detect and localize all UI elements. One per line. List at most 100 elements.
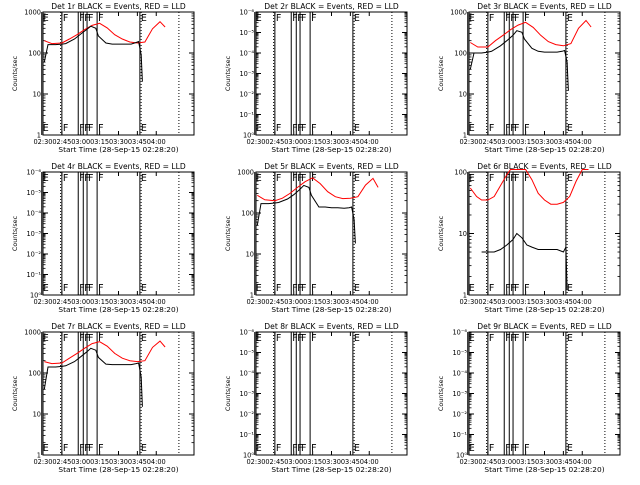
y-axis-label: Counts/sec xyxy=(224,55,232,91)
y-tick-label: 1 xyxy=(37,452,41,460)
x-tick-label: 02:30 xyxy=(459,298,478,306)
y-tick-label: 10⁻³ xyxy=(26,230,41,238)
events-rate-line xyxy=(43,25,143,82)
flag-label-top: E xyxy=(469,13,475,24)
y-tick-label: 1 xyxy=(463,292,467,300)
y-axis-label: Counts/sec xyxy=(224,215,232,251)
plot-frame xyxy=(255,171,408,296)
x-tick-label: 04:00 xyxy=(573,298,592,306)
x-tick-label: 02:30 xyxy=(459,458,478,466)
x-axis-label: Start Time (28-Sep-15 02:28:20) xyxy=(484,145,604,154)
x-tick-label: 03:45 xyxy=(554,138,573,146)
y-tick-label: 10⁻⁵ xyxy=(26,189,41,197)
flag-label-bottom: F xyxy=(514,283,519,294)
x-tick-label: 03:00 xyxy=(284,298,303,306)
lld-rate-line xyxy=(257,177,379,202)
y-tick-label: 1 xyxy=(37,132,41,140)
flag-label-top: F xyxy=(489,13,494,24)
flag-label-top: E xyxy=(567,13,573,24)
y-axis-label: Counts/sec xyxy=(224,375,232,411)
y-tick-label: 10⁻¹ xyxy=(452,431,467,439)
y-tick-label: 10⁻⁴ xyxy=(239,370,254,378)
x-axis-label: Start Time (28-Sep-15 02:28:20) xyxy=(58,145,178,154)
panel-title: Det 1r BLACK = Events, RED = LLD xyxy=(51,2,186,11)
flag-label-bottom: F xyxy=(524,443,529,454)
flag-label-bottom: F xyxy=(514,123,519,134)
y-tick-label: 100 xyxy=(241,210,254,218)
plot-frame xyxy=(255,11,408,136)
y-tick-label: 10⁻¹ xyxy=(239,431,254,439)
flag-label-top: E xyxy=(43,333,49,344)
y-tick-label: 10⁻⁶ xyxy=(239,329,254,337)
flag-label-bottom: F xyxy=(524,283,529,294)
y-tick-label: 10⁻⁵ xyxy=(452,349,467,357)
flag-label-top: F xyxy=(98,333,103,344)
lld-rate-line xyxy=(470,19,592,48)
flag-label-bottom: F xyxy=(79,123,84,134)
y-tick-label: 10⁻¹ xyxy=(239,111,254,119)
x-tick-label: 03:45 xyxy=(128,138,147,146)
flag-label-bottom: E xyxy=(141,123,147,134)
x-tick-label: 03:30 xyxy=(109,138,128,146)
plot-frame xyxy=(468,331,621,456)
flag-label-bottom: E xyxy=(256,283,262,294)
flag-label-top: F xyxy=(63,13,68,24)
y-axis-label: Counts/sec xyxy=(11,55,19,91)
y-tick-label: 1000 xyxy=(450,9,467,17)
flag-label-bottom: F xyxy=(88,443,93,454)
x-tick-label: 04:00 xyxy=(147,138,166,146)
y-axis-label: Counts/sec xyxy=(11,375,19,411)
y-tick-label: 10⁻³ xyxy=(239,70,254,78)
y-tick-label: 10⁻² xyxy=(239,91,254,99)
flag-label-top: F xyxy=(505,173,510,184)
y-axis-label: Counts/sec xyxy=(437,215,445,251)
flag-label-top: E xyxy=(141,173,147,184)
y-tick-label: 10⁰ xyxy=(456,452,467,460)
x-tick-label: 04:00 xyxy=(360,298,379,306)
flag-label-bottom: E xyxy=(354,283,360,294)
flag-label-top: E xyxy=(567,173,573,184)
flag-label-top: F xyxy=(98,173,103,184)
y-tick-label: 10⁻⁴ xyxy=(452,370,467,378)
panel-det-4r: Det 4r BLACK = Events, RED = LLDEEFFFFFF… xyxy=(11,162,195,314)
flag-label-bottom: F xyxy=(98,123,103,134)
flag-label-top: F xyxy=(63,333,68,344)
flag-label-top: F xyxy=(292,13,297,24)
flag-label-top: F xyxy=(505,13,510,24)
flag-label-top: F xyxy=(98,13,103,24)
flag-label-top: E xyxy=(43,173,49,184)
x-axis-label: Start Time (28-Sep-15 02:28:20) xyxy=(58,305,178,314)
y-tick-label: 10⁻⁶ xyxy=(26,169,41,177)
flag-label-bottom: E xyxy=(469,283,475,294)
x-tick-label: 04:00 xyxy=(147,458,166,466)
x-tick-label: 04:00 xyxy=(147,298,166,306)
y-tick-label: 10⁻⁵ xyxy=(239,349,254,357)
x-tick-label: 03:45 xyxy=(341,458,360,466)
flag-label-top: F xyxy=(88,173,93,184)
y-tick-label: 1000 xyxy=(24,9,41,17)
y-tick-label: 10⁻⁶ xyxy=(239,9,254,17)
x-tick-label: 03:15 xyxy=(90,458,109,466)
panel-det-6r: Det 6r BLACK = Events, RED = LLDEEFFFFFF… xyxy=(437,162,621,314)
flag-label-bottom: F xyxy=(489,443,494,454)
panel-title: Det 4r BLACK = Events, RED = LLD xyxy=(51,162,186,171)
x-tick-label: 02:45 xyxy=(265,298,284,306)
x-tick-label: 02:45 xyxy=(52,138,71,146)
flag-label-bottom: E xyxy=(567,123,573,134)
plot-frame xyxy=(255,331,408,456)
events-rate-line xyxy=(43,347,143,407)
flag-label-top: F xyxy=(489,173,494,184)
x-tick-label: 02:45 xyxy=(265,138,284,146)
flag-label-top: F xyxy=(514,333,519,344)
flag-label-bottom: F xyxy=(489,283,494,294)
flag-label-top: F xyxy=(514,173,519,184)
flag-label-top: F xyxy=(292,173,297,184)
y-tick-label: 100 xyxy=(28,370,41,378)
x-tick-label: 04:00 xyxy=(573,138,592,146)
x-tick-label: 02:30 xyxy=(246,298,265,306)
flag-label-top: F xyxy=(301,333,306,344)
y-tick-label: 10⁰ xyxy=(30,292,41,300)
x-tick-label: 03:15 xyxy=(516,458,535,466)
y-tick-label: 10⁻³ xyxy=(452,390,467,398)
x-tick-label: 03:00 xyxy=(71,458,90,466)
